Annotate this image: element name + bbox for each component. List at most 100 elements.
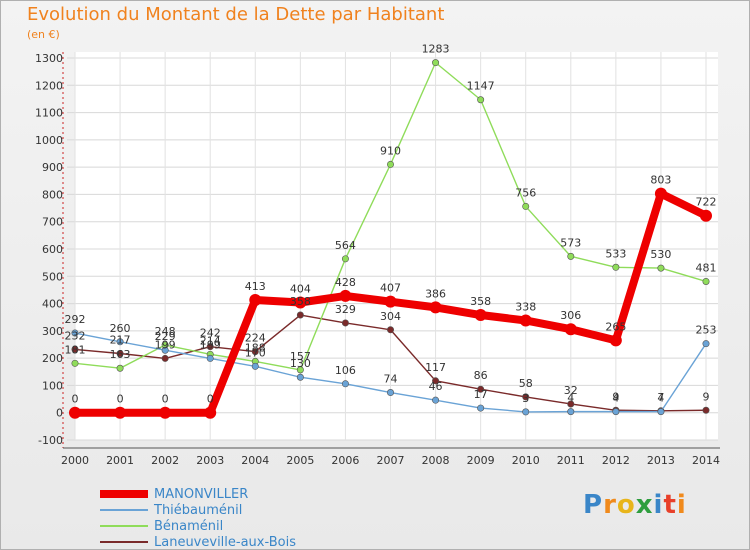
data-point[interactable] xyxy=(206,343,214,351)
data-label: 533 xyxy=(605,247,626,260)
data-label: 248 xyxy=(155,325,176,338)
data-label: 106 xyxy=(335,364,356,377)
data-point[interactable] xyxy=(71,359,79,367)
data-point[interactable] xyxy=(161,354,169,362)
data-label: 163 xyxy=(110,348,131,361)
data-point[interactable] xyxy=(657,408,665,416)
data-point[interactable] xyxy=(432,396,440,404)
data-point[interactable] xyxy=(474,309,487,322)
data-point[interactable] xyxy=(522,202,530,210)
data-point[interactable] xyxy=(432,59,440,67)
data-label: 0 xyxy=(162,393,169,406)
data-point[interactable] xyxy=(116,364,124,372)
data-point[interactable] xyxy=(296,311,304,319)
data-point[interactable] xyxy=(341,255,349,263)
x-tick-label: 2011 xyxy=(557,454,585,467)
data-point[interactable] xyxy=(296,366,304,374)
data-label: 4 xyxy=(567,392,574,405)
logo-letter: o xyxy=(616,490,636,520)
data-point[interactable] xyxy=(429,301,442,314)
data-label: 1283 xyxy=(422,43,450,56)
data-point[interactable] xyxy=(612,263,620,271)
y-tick-label: 900 xyxy=(42,161,63,174)
data-label: 9 xyxy=(703,390,710,403)
data-point[interactable] xyxy=(702,406,710,414)
data-point[interactable] xyxy=(339,289,352,302)
data-label: 358 xyxy=(290,295,311,308)
data-point[interactable] xyxy=(700,209,712,222)
y-tick-label: 600 xyxy=(42,243,63,256)
data-label: 32 xyxy=(564,384,578,397)
data-label: 3 xyxy=(522,392,529,405)
data-point[interactable] xyxy=(71,345,79,353)
data-label: 756 xyxy=(515,186,536,199)
data-point[interactable] xyxy=(69,406,81,419)
data-label: 7 xyxy=(657,391,664,404)
data-point[interactable] xyxy=(384,295,397,308)
legend-item-manonviller[interactable]: MANONVILLER xyxy=(100,486,248,502)
data-point[interactable] xyxy=(386,389,394,397)
x-tick-label: 2008 xyxy=(422,454,450,467)
data-label: 329 xyxy=(335,303,356,316)
data-point[interactable] xyxy=(702,340,710,348)
data-point[interactable] xyxy=(204,406,217,419)
data-point[interactable] xyxy=(432,377,440,385)
data-point[interactable] xyxy=(249,294,262,307)
data-point[interactable] xyxy=(567,408,575,416)
data-point[interactable] xyxy=(567,400,575,408)
data-point[interactable] xyxy=(116,350,124,358)
data-point[interactable] xyxy=(477,404,485,412)
data-point[interactable] xyxy=(522,408,530,416)
data-point[interactable] xyxy=(341,319,349,327)
data-label: 217 xyxy=(110,334,131,347)
data-point[interactable] xyxy=(296,373,304,381)
x-tick-label: 2013 xyxy=(647,454,675,467)
chart-subtitle: (en €) xyxy=(27,28,60,41)
data-label: 0 xyxy=(207,393,214,406)
data-label: 0 xyxy=(72,393,79,406)
data-point[interactable] xyxy=(519,314,532,327)
data-point[interactable] xyxy=(386,326,394,334)
data-point[interactable] xyxy=(159,406,172,419)
data-point[interactable] xyxy=(386,160,394,168)
data-point[interactable] xyxy=(206,354,214,362)
legend-item-laneuveville-aux-bois[interactable]: Laneuveville-aux-Bois xyxy=(100,534,296,550)
data-point[interactable] xyxy=(657,264,665,272)
data-label: 253 xyxy=(696,324,717,337)
x-tick-label: 2006 xyxy=(331,454,359,467)
data-point[interactable] xyxy=(567,252,575,260)
data-point[interactable] xyxy=(477,96,485,104)
x-tick-label: 2014 xyxy=(692,454,720,467)
data-point[interactable] xyxy=(612,408,620,416)
data-label: 86 xyxy=(474,369,488,382)
data-point[interactable] xyxy=(522,393,530,401)
data-point[interactable] xyxy=(251,362,259,370)
data-point[interactable] xyxy=(477,385,485,393)
data-point[interactable] xyxy=(161,346,169,354)
data-point[interactable] xyxy=(609,334,622,347)
data-point[interactable] xyxy=(294,296,307,309)
y-tick-label: 1100 xyxy=(35,107,63,120)
data-point[interactable] xyxy=(341,380,349,388)
chart-title: Evolution du Montant de la Dette par Hab… xyxy=(27,4,445,25)
legend-item-benamenil[interactable]: Bénaménil xyxy=(100,518,223,534)
data-point[interactable] xyxy=(702,277,710,285)
data-label: 306 xyxy=(560,309,581,322)
legend-swatch-laneuveville-aux-bois xyxy=(100,541,148,543)
data-point[interactable] xyxy=(116,338,124,346)
x-tick-label: 2002 xyxy=(151,454,179,467)
data-label: 130 xyxy=(290,357,311,370)
data-point[interactable] xyxy=(654,187,667,200)
data-label: 803 xyxy=(650,174,671,187)
legend-item-thiebaumenil[interactable]: Thiébauménil xyxy=(100,502,242,518)
data-point[interactable] xyxy=(251,348,259,356)
data-label: 722 xyxy=(696,196,717,209)
data-label: 413 xyxy=(245,280,266,293)
plot-area xyxy=(75,52,718,440)
x-tick-label: 2007 xyxy=(377,454,405,467)
data-point[interactable] xyxy=(71,329,79,337)
data-point[interactable] xyxy=(114,406,127,419)
data-point[interactable] xyxy=(564,323,577,336)
